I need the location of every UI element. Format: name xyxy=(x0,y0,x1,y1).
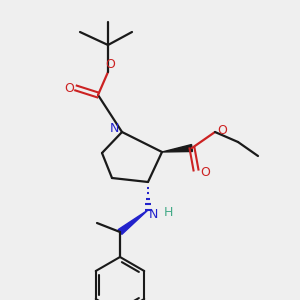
Text: O: O xyxy=(217,124,227,136)
Text: H: H xyxy=(163,206,173,220)
Text: O: O xyxy=(64,82,74,94)
Text: N: N xyxy=(148,208,158,220)
Text: O: O xyxy=(105,58,115,70)
Text: N: N xyxy=(110,122,119,134)
Polygon shape xyxy=(118,210,148,234)
Text: O: O xyxy=(200,167,210,179)
Polygon shape xyxy=(162,145,193,152)
